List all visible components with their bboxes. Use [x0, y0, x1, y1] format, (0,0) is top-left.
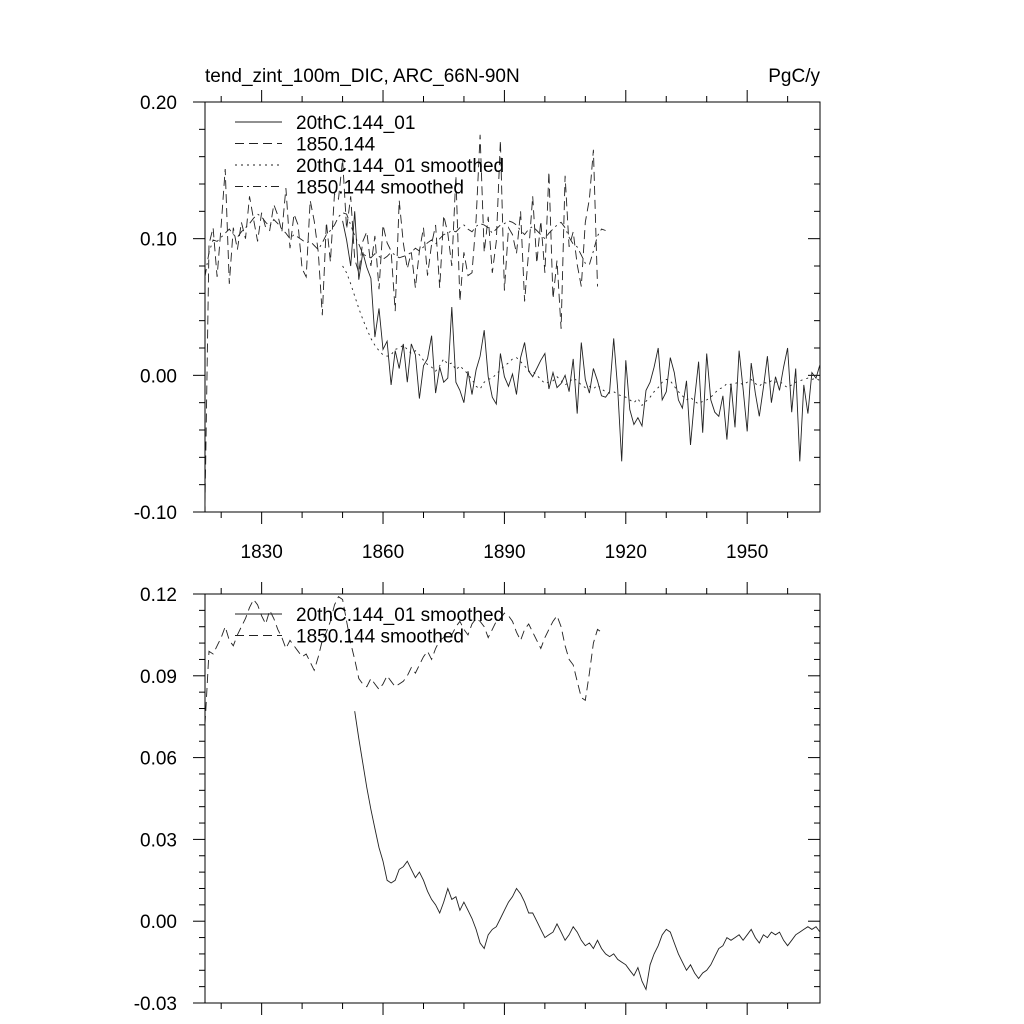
- series-line: [205, 212, 606, 277]
- series-line: [354, 711, 820, 991]
- legend-label: 1850.144 smoothed: [296, 178, 464, 199]
- y-tick-label: 0.10: [140, 230, 177, 251]
- y-tick-label: 0.06: [140, 749, 177, 770]
- chart-units: PgC/y: [768, 66, 820, 87]
- x-tick-label: 1860: [362, 542, 404, 563]
- y-tick-label: 0.12: [140, 585, 177, 606]
- legend-label: 20thC.144_01 smoothed: [296, 605, 504, 626]
- x-tick-label: 1890: [483, 542, 525, 563]
- y-tick-label: 0.03: [140, 830, 177, 851]
- legend-label: 20thC.144_01 smoothed: [296, 156, 504, 177]
- series-line: [205, 134, 598, 507]
- chart-title: tend_zint_100m_DIC, ARC_66N-90N: [205, 66, 520, 87]
- legend-label: 20thC.144_01: [296, 113, 415, 134]
- x-tick-label: 1830: [241, 542, 283, 563]
- plot-frame: [204, 101, 821, 513]
- chart-panel-2: -0.03 0.00 0.03 0.06 0.09 0.12 20thC.144_01 sm…: [134, 582, 821, 1015]
- y-tick-label: 0.20: [140, 93, 177, 114]
- x-tick-label: 1950: [726, 542, 768, 563]
- y-tick-label: 0.09: [140, 667, 177, 688]
- series-line: [342, 211, 820, 462]
- chart-panel-1: 1830 1860 1890 1920 1950 -0.10 0.00 0.10 0.20 ten…: [134, 66, 821, 563]
- y-tick-label: -0.10: [134, 503, 177, 524]
- series-line: [342, 265, 820, 407]
- legend-label: 1850.144: [296, 135, 376, 156]
- y-tick-label: -0.03: [134, 994, 177, 1015]
- series-line: [205, 596, 602, 725]
- y-tick-label: 0.00: [140, 366, 177, 387]
- legend-label: 1850.144 smoothed: [296, 627, 464, 648]
- x-tick-label: 1920: [605, 542, 647, 563]
- y-tick-label: 0.00: [140, 912, 177, 933]
- plot-frame: [204, 593, 821, 1004]
